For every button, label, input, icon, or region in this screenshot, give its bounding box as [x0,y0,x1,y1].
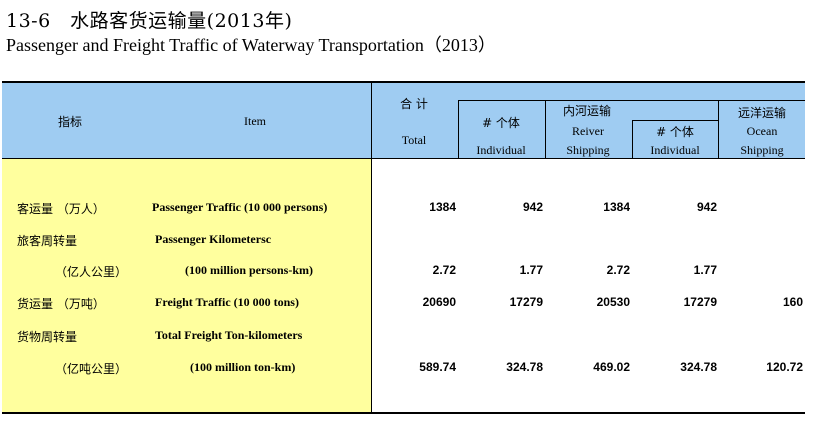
col-divider-4 [718,100,719,158]
col-divider-1 [458,100,459,158]
indicator-divider [371,83,372,413]
header-ocean-cn: 远洋运输 [737,106,787,120]
bottom-rule [2,412,805,414]
row-label-cn: （亿吨公里） [55,362,128,376]
value-river: 2.72 [606,263,630,277]
row-label-en: (100 million ton-km) [190,360,296,374]
header-ocean-en2: Shipping [740,143,784,157]
header-individual2-en: Individual [650,143,700,157]
value-river: 20530 [596,295,630,309]
indicator-column-background [2,158,371,413]
row-label-en: (100 million persons-km) [185,263,314,277]
row-label-en: Passenger Traffic (10 000 persons) [152,200,328,214]
value-total: 2.72 [432,263,456,277]
header-river-en: Reiver [572,124,604,138]
row-label-cn: （亿人公里） [55,265,128,279]
table-title-english: Passenger and Freight Traffic of Waterwa… [6,35,496,55]
value-total: 589.74 [419,360,456,374]
value-river-individual: 1.77 [693,263,717,277]
header-inland-cn: 内河运输 [563,104,612,118]
value-river: 1384 [603,200,630,214]
header-individual1-cn: # 个体 [482,116,520,130]
table-title-chinese: 13-6 水路客货运输量(2013年) [6,10,293,32]
value-ocean: 160 [782,295,803,309]
row-label-cn: 货物周转量 [17,330,78,344]
value-ocean: 120.72 [766,360,803,374]
header-individual2-cn: # 个体 [656,125,694,139]
value-river-individual: 17279 [683,295,717,309]
col-divider-2 [545,100,546,158]
inland-sub-rule [632,120,719,121]
row-label-cn: 旅客周转量 [17,234,78,248]
header-total-cn: 合 计 [400,97,428,111]
value-individual: 942 [522,200,543,214]
value-total: 1384 [429,200,456,214]
value-individual: 324.78 [506,360,543,374]
row-label-en: Passenger Kilometersc [155,232,272,246]
value-individual: 1.77 [519,263,543,277]
value-total: 20690 [422,295,456,309]
top-rule [2,81,805,83]
value-river-individual: 942 [696,200,717,214]
header-indicator: 指标 [57,115,83,129]
row-label-en: Freight Traffic (10 000 tons) [155,295,299,309]
header-river-en2: Shipping [566,143,610,157]
row-label-cn: 客运量 （万人） [17,202,105,216]
header-bottom-rule [2,158,805,159]
value-river: 469.02 [593,360,630,374]
header-item: Item [244,114,266,128]
value-river-individual: 324.78 [680,360,717,374]
header-total-en: Total [401,133,427,147]
value-individual: 17279 [509,295,543,309]
subheader-top-rule [458,100,805,101]
header-ocean-en: Ocean [746,124,778,138]
row-label-en: Total Freight Ton-kilometers [155,328,303,342]
header-individual1-en: Individual [476,143,526,157]
col-divider-3 [632,120,633,158]
row-label-cn: 货运量 （万吨） [17,297,105,311]
